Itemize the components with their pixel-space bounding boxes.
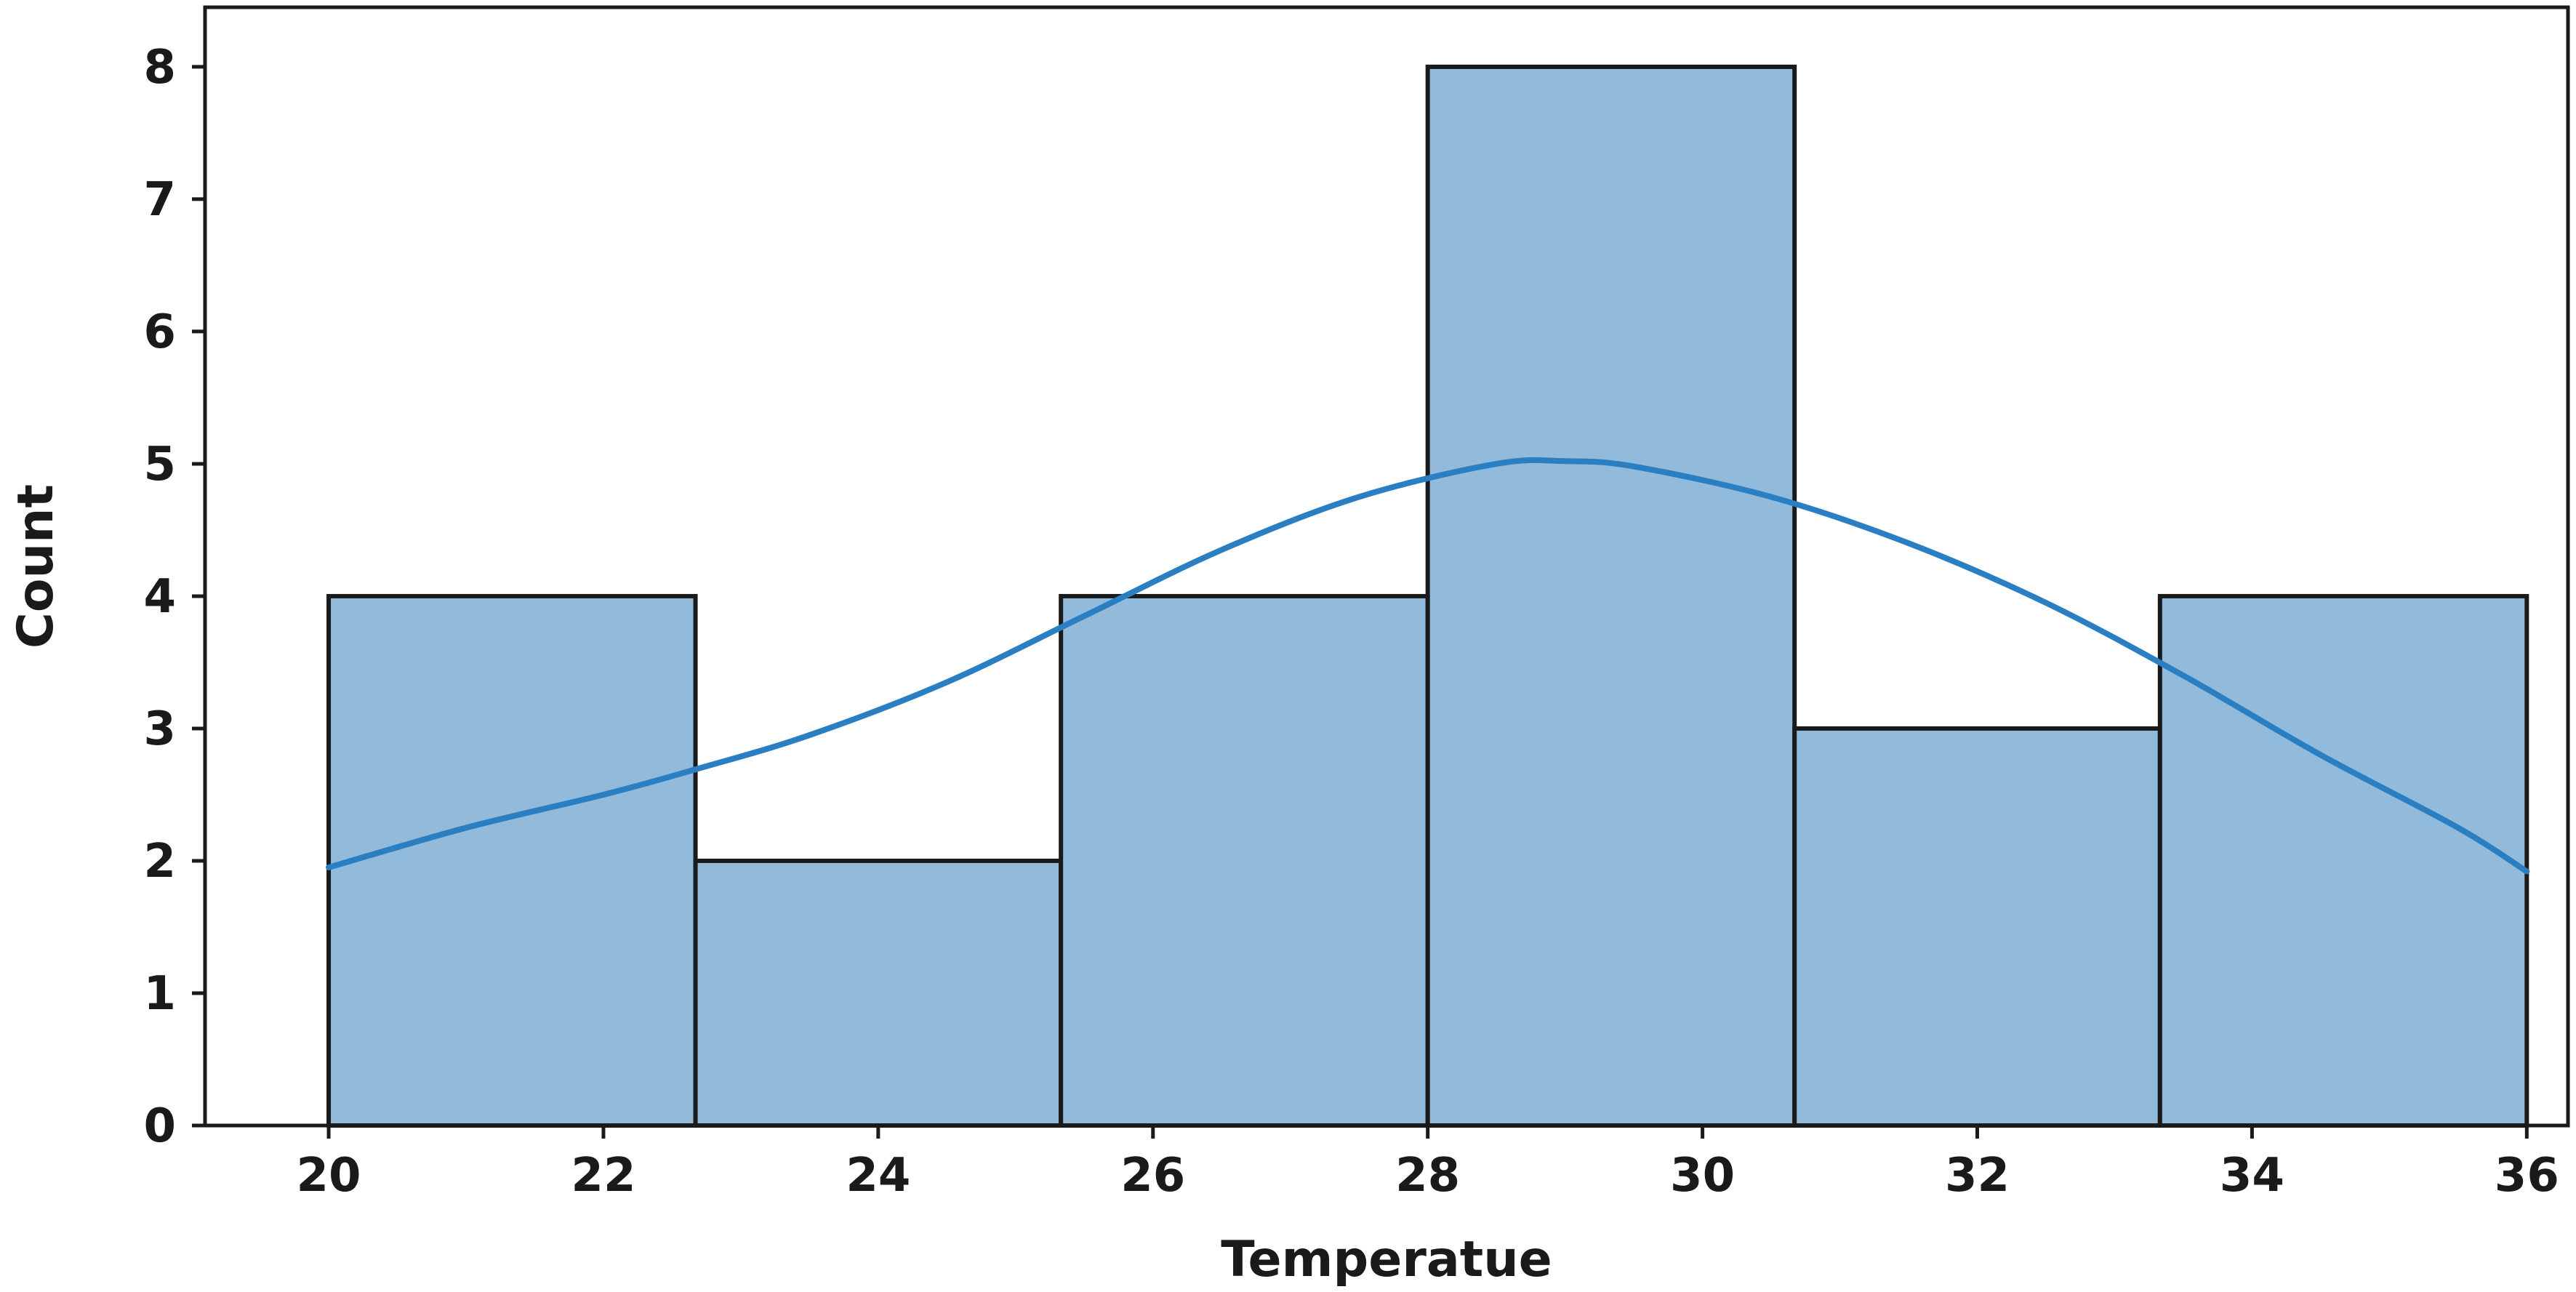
- x-tick-label: 32: [1945, 1149, 2010, 1203]
- y-tick-label: 4: [143, 570, 176, 624]
- x-tick-label: 28: [1395, 1149, 1460, 1203]
- y-tick-label: 7: [143, 173, 176, 227]
- y-tick-label: 0: [143, 1099, 176, 1153]
- x-tick-label: 26: [1120, 1149, 1185, 1203]
- y-tick-label: 1: [143, 967, 176, 1021]
- histogram-bar-3: [1425, 64, 1797, 1128]
- y-axis: 0 1 2 3 4 5 6 7 8: [143, 41, 205, 1153]
- kde-density-line: [326, 457, 2530, 875]
- y-tick-label: 2: [143, 835, 176, 888]
- histogram-bars: [326, 64, 2529, 1128]
- x-tick-label: 36: [2495, 1149, 2559, 1203]
- plot-frame: [203, 5, 2570, 1128]
- x-tick-label: 20: [297, 1149, 361, 1203]
- y-axis-label: Count: [7, 484, 65, 649]
- y-tick-label: 8: [143, 41, 176, 95]
- histogram-bar-0: [326, 593, 698, 1128]
- y-tick-label: 3: [143, 702, 176, 756]
- y-tick-label: 5: [143, 438, 176, 491]
- histogram-bar-4: [1792, 726, 2162, 1128]
- y-tick-label: 6: [143, 305, 176, 359]
- x-tick-label: 22: [571, 1149, 635, 1203]
- histogram-bar-5: [2157, 593, 2529, 1128]
- histogram-bar-2: [1059, 593, 1430, 1128]
- x-axis: 20 22 24 26 28 30 32 34 36: [297, 1126, 2559, 1203]
- x-tick-label: 30: [1670, 1149, 1735, 1203]
- x-axis-label: Temperatue: [1221, 1231, 1552, 1288]
- x-tick-label: 24: [846, 1149, 910, 1203]
- histogram-bar-1: [693, 858, 1064, 1128]
- x-tick-label: 34: [2220, 1149, 2284, 1203]
